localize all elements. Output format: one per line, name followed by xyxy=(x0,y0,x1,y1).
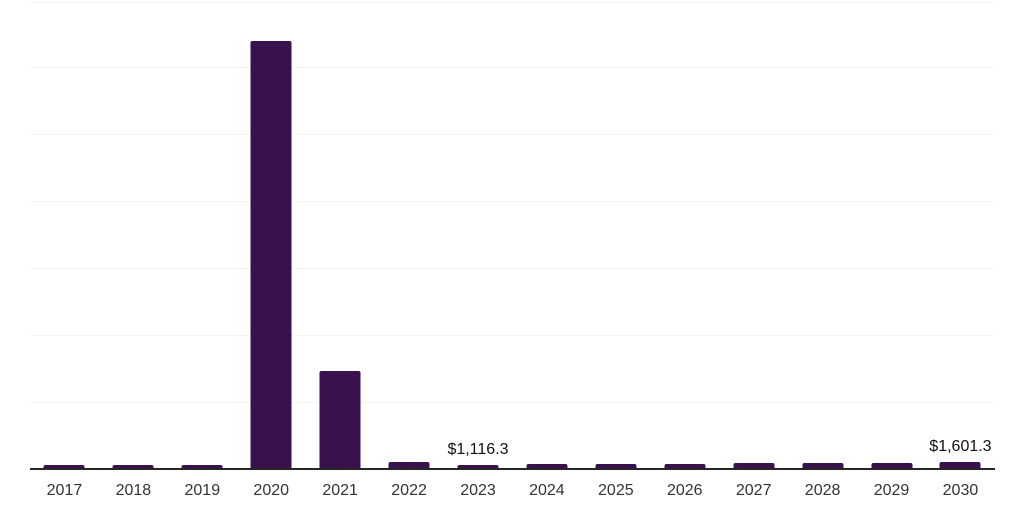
bar-slot-2020 xyxy=(237,0,306,470)
bar-2028[interactable] xyxy=(802,463,844,470)
bar-slot-2027 xyxy=(719,0,788,470)
gridline xyxy=(30,335,995,336)
plot-area: $1,116.3 $1,601.3 xyxy=(30,0,995,470)
x-tick-2019: 2019 xyxy=(184,482,221,499)
x-tick-2022: 2022 xyxy=(391,482,427,499)
x-tick-2025: 2025 xyxy=(598,482,634,499)
x-axis-tick-labels: 2017 2018 2019 2020 2021 2022 2023 2024 2025 2026… xyxy=(30,483,995,499)
x-tick-2024: 2024 xyxy=(529,482,565,499)
x-tick-2030: 2030 xyxy=(942,482,979,499)
bar-slot-2029 xyxy=(857,0,926,470)
bar-2018[interactable] xyxy=(112,465,154,470)
x-tick-2020: 2020 xyxy=(253,482,290,499)
bar-slot-2019 xyxy=(168,0,237,470)
bar-slot-2024 xyxy=(512,0,581,470)
x-tick-2023: 2023 xyxy=(460,482,496,499)
data-label-2030: $1,601.3 xyxy=(929,438,992,455)
x-axis-line xyxy=(30,468,995,470)
bar-slot-2018 xyxy=(99,0,168,470)
bar-2020[interactable] xyxy=(250,41,292,470)
x-tick-2028: 2028 xyxy=(804,482,841,499)
gridline xyxy=(30,402,995,403)
bar-2019[interactable] xyxy=(181,465,223,470)
bar-series: $1,116.3 $1,601.3 xyxy=(30,0,995,470)
bar-slot-2028 xyxy=(788,0,857,470)
gridline xyxy=(30,134,995,135)
x-tick-2026: 2026 xyxy=(666,482,703,499)
bar-2021[interactable] xyxy=(319,371,361,470)
bar-2022[interactable] xyxy=(388,462,430,470)
data-label-2023: $1,116.3 xyxy=(447,441,509,458)
bar-2023[interactable] xyxy=(457,465,499,470)
gridline xyxy=(30,201,995,202)
bar-2025[interactable] xyxy=(595,464,637,470)
x-tick-2027: 2027 xyxy=(735,482,772,499)
x-tick-2029: 2029 xyxy=(873,482,910,499)
gridline xyxy=(30,2,995,3)
bar-slot-2021 xyxy=(306,0,375,470)
x-tick-2021: 2021 xyxy=(322,482,358,499)
x-tick-2017: 2017 xyxy=(46,482,83,499)
gridline xyxy=(30,67,995,68)
bar-slot-2023: $1,116.3 xyxy=(444,0,513,470)
bar-2024[interactable] xyxy=(526,464,568,470)
bar-slot-2022 xyxy=(375,0,444,470)
bar-2029[interactable] xyxy=(871,463,913,470)
gridline xyxy=(30,268,995,269)
bar-slot-2025 xyxy=(581,0,650,470)
bar-2017[interactable] xyxy=(43,465,85,470)
bar-2030[interactable] xyxy=(939,462,981,470)
x-tick-2018: 2018 xyxy=(115,482,152,499)
bar-slot-2030: $1,601.3 xyxy=(926,0,995,470)
bar-slot-2026 xyxy=(650,0,719,470)
bar-2026[interactable] xyxy=(664,464,706,470)
bar-2027[interactable] xyxy=(733,463,775,470)
bar-slot-2017 xyxy=(30,0,99,470)
